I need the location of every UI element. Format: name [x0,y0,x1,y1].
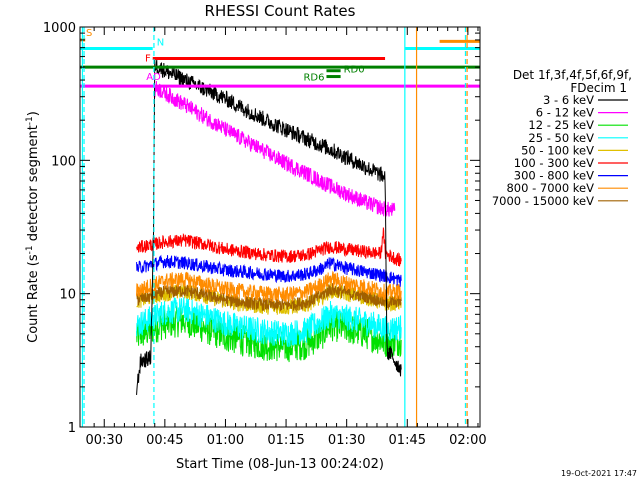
x-tick-label: 01:15 [267,433,304,448]
legend-label: 100 - 300 keV [514,156,594,170]
legend-label: 800 - 7000 keV [506,181,594,195]
y-label-main: Count Rate (s [26,254,41,343]
x-tick-label: 00:45 [146,433,183,448]
timestamp-label: 19-Oct-2021 17:47 [561,469,637,478]
plot-frame [79,26,481,428]
series-layer [136,57,402,395]
series-line-3-6-kev [136,57,402,395]
legend-label: 25 - 50 keV [528,131,594,145]
legend-header-1: Det 1f,3f,4f,5f,6f,9f, [513,68,632,82]
chart-title: RHESSI Count Rates [205,2,356,20]
flag-label-rd6: RD6 [303,73,324,84]
y-label-sup-1: -1 [25,245,35,254]
y-tick-label: 1 [68,421,76,436]
series-line-300-800-kev [136,254,402,287]
legend-label: 12 - 25 keV [528,118,594,132]
series-line-100-300-kev [136,227,402,267]
y-tick-label: 1000 [43,21,76,36]
y-axis: 1 10 100 1000 [43,21,480,436]
x-axis: 00:30 00:45 01:00 01:15 01:30 01:45 02:00 [86,27,487,448]
legend-label: 50 - 100 keV [521,143,594,157]
flag-label-f: F [145,54,151,65]
x-tick-label: 02:00 [449,433,486,448]
legend-header-2: FDecim 1 [570,81,627,95]
x-tick-label: 00:30 [86,433,123,448]
series-line-7000-15000-kev [136,283,402,312]
y-label-end: ) [26,111,41,116]
legend-label: 7000 - 15000 keV [492,194,594,208]
legend-label: 300 - 800 keV [514,169,594,183]
plot-area: SNFRD0RD6AD [80,27,480,427]
vertical-lines-layer [81,27,468,427]
y-tick-label: 100 [51,154,76,169]
series-line-25-50-kev [136,296,402,348]
legend-label: 3 - 6 keV [543,93,594,107]
x-tick-label: 01:00 [207,433,244,448]
y-tick-label: 10 [59,288,76,303]
y-axis-label: Count Rate (s-1 detector segment-1) [25,111,41,343]
series-line-800-7000-kev [136,270,402,303]
legend: Det 1f,3f,4f,5f,6f,9f, FDecim 1 3 - 6 ke… [492,68,632,208]
x-tick-label: 01:30 [328,433,365,448]
x-tick-label: 01:45 [389,433,426,448]
y-label-sup-2: -1 [25,116,35,125]
series-line-6-12-kev [153,80,396,217]
x-axis-label: Start Time (08-Jun-13 00:24:02) [176,457,384,472]
legend-label: 6 - 12 keV [536,106,594,120]
flag-label-n: N [157,37,164,48]
flag-label-rd0: RD0 [344,65,365,76]
flag-label-s: S [86,28,92,39]
y-label-mid: detector segment [26,125,41,245]
